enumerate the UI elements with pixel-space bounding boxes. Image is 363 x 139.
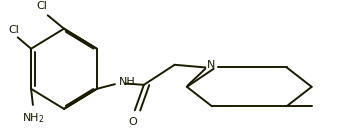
Text: NH$_2$: NH$_2$ — [22, 112, 44, 125]
Text: N: N — [207, 60, 216, 70]
Text: Cl: Cl — [37, 1, 48, 11]
Text: O: O — [129, 117, 137, 127]
Text: NH: NH — [119, 77, 135, 87]
Text: Cl: Cl — [8, 25, 19, 35]
